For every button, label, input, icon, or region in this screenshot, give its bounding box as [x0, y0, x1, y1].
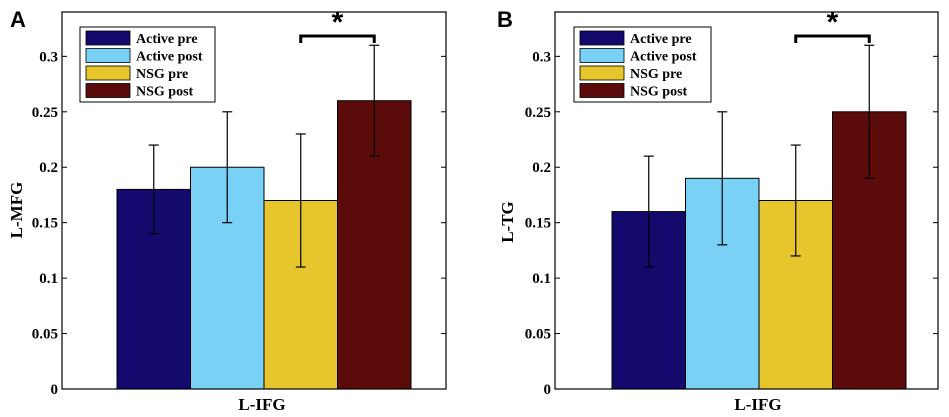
y-tick-label: 0.1: [532, 271, 551, 287]
x-axis-label: L-IFG: [238, 395, 285, 414]
legend-swatch: [579, 83, 625, 98]
significance-star: *: [332, 6, 344, 39]
y-tick-label: 0.3: [39, 49, 58, 65]
axes: [61, 11, 447, 390]
y-tick-label: 0.2: [532, 160, 551, 176]
legend-swatch: [85, 65, 131, 81]
bars: [611, 111, 907, 390]
y-tick-label: 0.05: [32, 327, 58, 343]
y-ticks: 0 0.05 0.1 0.15 0.2 0.25 0.3: [32, 49, 446, 398]
y-tick-label: 0: [51, 382, 59, 398]
legend: Active pre Active post NSG pre NSG post: [573, 26, 712, 103]
y-tick-label: 0.25: [525, 105, 551, 121]
legend-swatch: [579, 30, 625, 46]
y-tick-label: 0.15: [32, 216, 58, 232]
legend-entry: NSG pre: [630, 67, 682, 82]
plot-frame: [554, 11, 939, 390]
legend-entry: Active post: [630, 50, 697, 65]
y-tick-label: 0.15: [525, 216, 551, 232]
legend-swatch: [579, 48, 625, 63]
y-axis-label: L-TG: [498, 201, 517, 243]
legend-entry: Active pre: [136, 32, 198, 47]
plot-frame: [61, 11, 447, 390]
error-bars: [643, 44, 875, 268]
y-ticks: 0 0.05 0.1 0.15 0.2 0.25 0.3: [525, 49, 938, 398]
panel-label: B: [497, 7, 513, 32]
legend-swatch: [85, 30, 131, 46]
legend-entry: Active post: [136, 50, 203, 65]
bars: [116, 100, 412, 390]
error-bars: [148, 44, 380, 268]
y-axis-label: L-MFG: [7, 182, 26, 239]
legend-entry: NSG post: [630, 85, 688, 100]
legend-swatch: [579, 65, 625, 81]
legend-entry: NSG pre: [136, 67, 188, 82]
panel-b: B L-TG L-IFG 0 0.05 0.1 0.15 0.2 0.25 0.3 Acti…: [497, 6, 939, 414]
legend: Active pre Active post NSG pre NSG post: [79, 26, 216, 103]
legend-entry: Active pre: [630, 32, 692, 47]
significance-marker: *: [299, 6, 376, 43]
panel-label: A: [10, 7, 26, 32]
panel-a: A L-MFG L-IFG 0 0.05 0.1 0.15 0.2 0.25 0.3 Act…: [7, 6, 447, 414]
y-tick-label: 0.3: [532, 49, 551, 65]
y-tick-label: 0.05: [525, 327, 551, 343]
y-tick-label: 0.2: [39, 160, 58, 176]
y-tick-label: 0: [544, 382, 552, 398]
significance-star: *: [827, 6, 839, 39]
significance-marker: *: [794, 6, 871, 43]
y-tick-label: 0.1: [39, 271, 58, 287]
legend-entry: NSG post: [136, 85, 194, 100]
y-tick-label: 0.25: [32, 105, 58, 121]
x-axis-label: L-IFG: [734, 395, 781, 414]
axes: [554, 11, 939, 390]
legend-swatch: [85, 48, 131, 63]
legend-swatch: [85, 83, 131, 98]
